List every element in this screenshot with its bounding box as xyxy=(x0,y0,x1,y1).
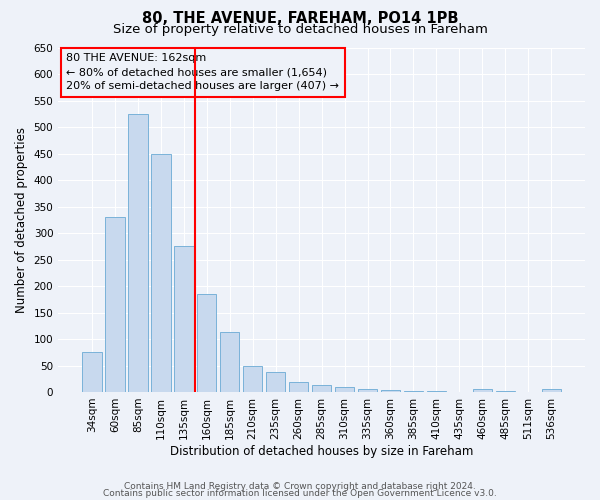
Bar xyxy=(312,384,331,392)
Text: Contains HM Land Registry data © Crown copyright and database right 2024.: Contains HM Land Registry data © Crown c… xyxy=(124,482,476,491)
Text: Size of property relative to detached houses in Fareham: Size of property relative to detached ho… xyxy=(113,22,487,36)
Bar xyxy=(335,386,355,392)
Bar xyxy=(266,372,286,392)
Y-axis label: Number of detached properties: Number of detached properties xyxy=(15,127,28,313)
Bar xyxy=(105,218,125,392)
Text: 80, THE AVENUE, FAREHAM, PO14 1PB: 80, THE AVENUE, FAREHAM, PO14 1PB xyxy=(142,11,458,26)
Bar xyxy=(473,390,492,392)
Bar xyxy=(128,114,148,392)
Bar xyxy=(174,246,194,392)
Bar xyxy=(151,154,170,392)
Bar xyxy=(197,294,217,392)
Bar xyxy=(404,391,423,392)
Bar xyxy=(82,352,101,392)
Bar xyxy=(381,390,400,392)
Bar xyxy=(243,366,262,392)
Bar xyxy=(358,390,377,392)
Text: 80 THE AVENUE: 162sqm
← 80% of detached houses are smaller (1,654)
20% of semi-d: 80 THE AVENUE: 162sqm ← 80% of detached … xyxy=(66,53,339,91)
Bar xyxy=(542,390,561,392)
Bar xyxy=(220,332,239,392)
X-axis label: Distribution of detached houses by size in Fareham: Distribution of detached houses by size … xyxy=(170,444,473,458)
Text: Contains public sector information licensed under the Open Government Licence v3: Contains public sector information licen… xyxy=(103,489,497,498)
Bar xyxy=(289,382,308,392)
